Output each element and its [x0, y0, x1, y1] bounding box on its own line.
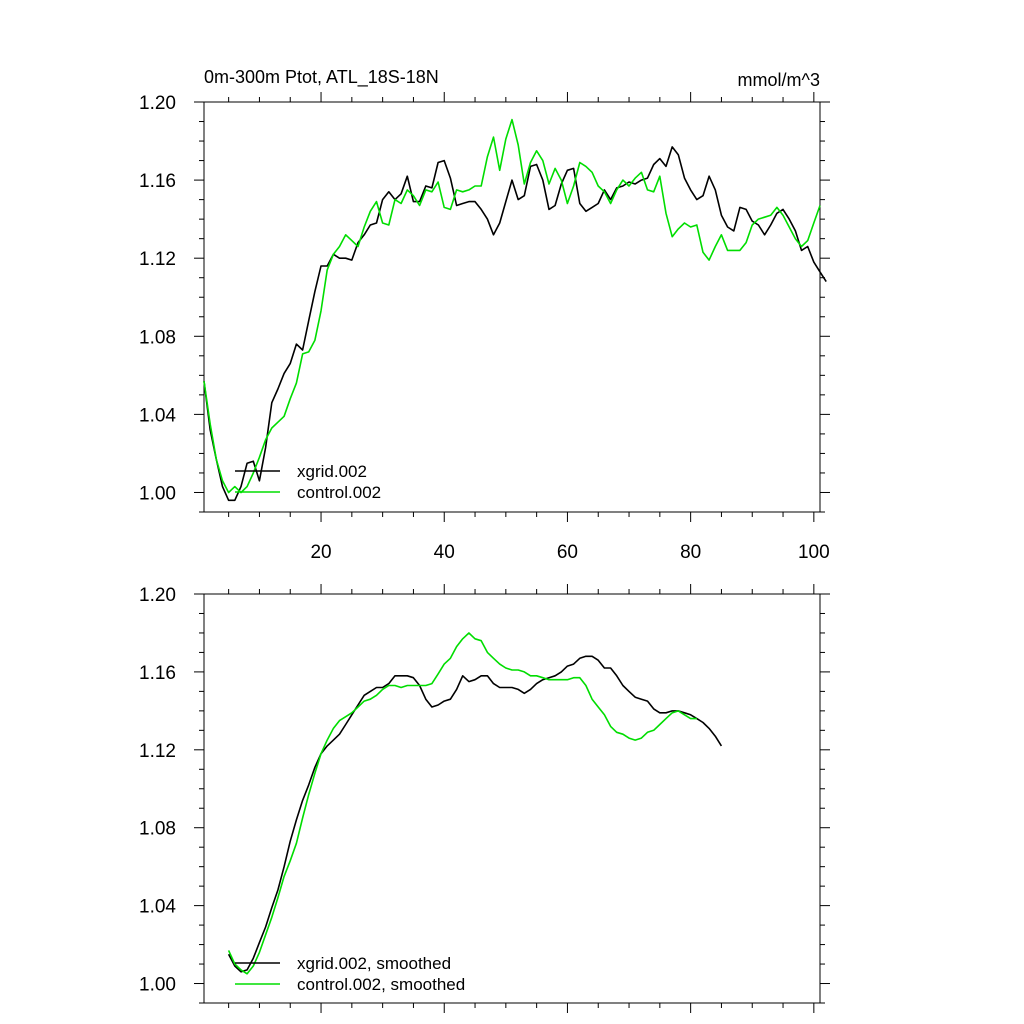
y-tick-label: 1.00 [139, 483, 176, 504]
top-panel: 0m-300m Ptot, ATL_18S-18N mmol/m^3 1.00 1… [139, 67, 830, 563]
legend-label: xgrid.002 [297, 462, 367, 481]
y-tick-label: 1.12 [139, 741, 176, 762]
y-tick-label: 1.08 [139, 819, 176, 840]
y-tick-label: 1.12 [139, 249, 176, 270]
units-label: mmol/m^3 [738, 70, 820, 90]
y-tick-label: 1.00 [139, 975, 176, 996]
series-line-control [203, 118, 821, 494]
x-tick-label: 80 [680, 542, 701, 563]
series-line-xgrid [227, 655, 723, 973]
legend-label: control.002, smoothed [297, 975, 465, 994]
y-tick-label: 1.04 [139, 405, 176, 426]
y-tick-label: 1.08 [139, 327, 176, 348]
x-tick-label: 40 [434, 542, 455, 563]
plot-frame [203, 101, 821, 513]
series-line-xgrid [203, 146, 827, 502]
y-tick-label: 1.16 [139, 171, 176, 192]
plot-frame [203, 593, 821, 1004]
x-tick-label: 100 [798, 542, 830, 563]
bottom-panel: 1.00 1.04 1.08 1.12 1.16 1.20 xgrid.002, smoot… [139, 584, 830, 1013]
legend-label: control.002 [297, 483, 381, 502]
x-tick-label: 20 [310, 542, 331, 563]
y-tick-label: 1.20 [139, 585, 176, 606]
y-tick-label: 1.20 [139, 93, 176, 114]
y-tick-label: 1.04 [139, 897, 176, 918]
legend-label: xgrid.002, smoothed [297, 954, 451, 973]
x-tick-label: 60 [557, 542, 578, 563]
series-line-control [227, 632, 697, 975]
y-tick-label: 1.16 [139, 663, 176, 684]
chart-title: 0m-300m Ptot, ATL_18S-18N [204, 67, 439, 88]
